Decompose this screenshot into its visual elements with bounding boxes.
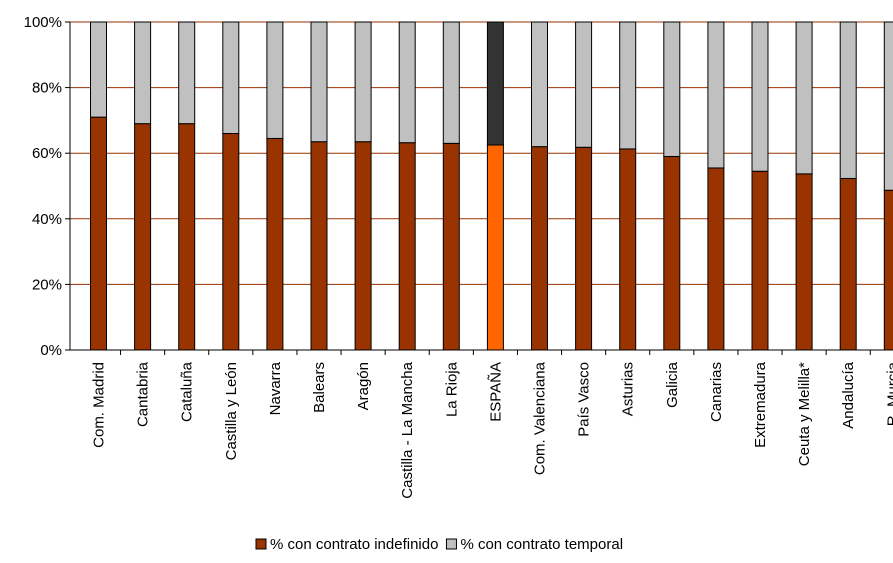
bar-segment-indefinido	[311, 142, 327, 350]
y-tick-label: 20%	[32, 276, 62, 293]
bar-segment-indefinido	[884, 190, 893, 350]
bar-segment-indefinido	[91, 117, 107, 350]
category-labels: Com. Madrid Cantabria Cataluña Castilla y L…	[91, 361, 893, 498]
bar-segment-temporal	[355, 22, 371, 142]
bar-segment-temporal	[267, 22, 283, 138]
category-label: Cantabria	[135, 361, 152, 427]
category-label: Cataluña	[179, 361, 196, 422]
category-label: La Rioja	[443, 361, 460, 417]
category-label: Castilla y León	[223, 362, 240, 460]
bar-segment-temporal	[91, 22, 107, 117]
bar-segment-temporal	[443, 22, 459, 143]
bar-segment-temporal	[620, 22, 636, 149]
category-label: Navarra	[267, 361, 284, 415]
bar-segment-temporal	[752, 22, 768, 171]
bar-segment-indefinido	[223, 134, 239, 350]
bar-segment-temporal	[311, 22, 327, 142]
category-label: Balears	[311, 362, 328, 413]
bar-segment-indefinido	[752, 171, 768, 350]
bar-segment-temporal	[576, 22, 592, 147]
bar-segment-temporal	[664, 22, 680, 156]
legend-swatch	[256, 539, 266, 549]
category-label: Asturias	[620, 362, 637, 416]
y-tick-label: 100%	[24, 14, 62, 31]
category-label: Andalucía	[840, 361, 857, 428]
bar-segment-temporal	[399, 22, 415, 143]
bar-segment-temporal	[884, 22, 893, 190]
y-axis-tick-labels: 0% 20% 40% 60% 80% 100%	[24, 14, 70, 359]
bar-segment-indefinido	[576, 147, 592, 350]
bar-segment-temporal	[179, 22, 195, 124]
bar-segment-temporal	[708, 22, 724, 168]
category-label: Canarias	[708, 362, 725, 422]
bar-segment-indefinido	[664, 156, 680, 350]
legend: % con contrato indefinido % con contrato …	[256, 536, 623, 553]
bar-segment-indefinido	[532, 147, 548, 350]
bar-segment-indefinido	[840, 178, 856, 350]
bar-segment-temporal	[135, 22, 151, 124]
bar-segment-indefinido	[267, 138, 283, 350]
category-label: Aragón	[355, 362, 372, 410]
bar-segment-indefinido	[179, 124, 195, 350]
category-label: Com. Valenciana	[532, 361, 549, 475]
category-label: R. Murcia	[884, 361, 893, 426]
legend-label: % con contrato temporal	[460, 536, 623, 553]
bar-segment-indefinido	[487, 145, 503, 350]
category-label: Extremadura	[752, 361, 769, 448]
category-label: Castilla - La Mancha	[399, 361, 416, 498]
bar-segment-temporal	[796, 22, 812, 174]
bar-segment-indefinido	[708, 168, 724, 350]
category-label: País Vasco	[576, 362, 593, 437]
category-label: ESPAÑA	[487, 362, 504, 422]
bar-segment-indefinido	[620, 149, 636, 350]
y-tick-label: 80%	[32, 80, 62, 97]
y-tick-label: 60%	[32, 145, 62, 162]
legend-label: % con contrato indefinido	[270, 536, 438, 553]
category-label: Galicia	[664, 361, 681, 408]
bar-segment-indefinido	[443, 143, 459, 350]
x-axis-tick-marks	[121, 350, 871, 355]
category-label: Com. Madrid	[91, 362, 108, 448]
bar-segment-indefinido	[796, 174, 812, 350]
category-label: Ceuta y Melilla*	[796, 362, 813, 466]
bar-segment-indefinido	[355, 142, 371, 350]
bars	[91, 22, 893, 350]
bar-segment-temporal	[223, 22, 239, 134]
bar-segment-temporal	[487, 22, 503, 145]
bar-segment-indefinido	[135, 124, 151, 350]
bar-segment-temporal	[840, 22, 856, 178]
legend-swatch	[446, 539, 456, 549]
y-tick-label: 0%	[40, 342, 62, 359]
bar-segment-indefinido	[399, 143, 415, 350]
bar-segment-temporal	[532, 22, 548, 147]
y-tick-label: 40%	[32, 211, 62, 228]
